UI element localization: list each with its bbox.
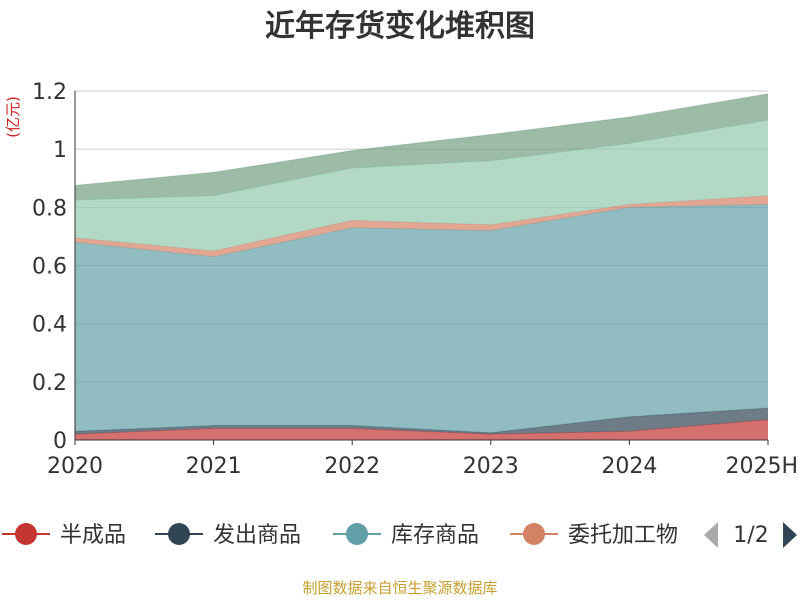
area-series-2: [75, 204, 768, 433]
y-tick-label: 0.2: [32, 371, 67, 396]
area-series-4: [75, 120, 768, 251]
y-tick-label: 0.6: [32, 255, 67, 280]
legend-next-page-icon[interactable]: [783, 522, 797, 548]
x-tick-label: 2023: [463, 454, 519, 479]
legend-prev-page-icon[interactable]: [704, 522, 718, 548]
legend-circle-marker: [523, 523, 545, 545]
legend-item-3[interactable]: 委托加工物: [510, 523, 678, 548]
legend-label: 库存商品: [391, 523, 479, 548]
x-tick-label: 2020: [47, 454, 103, 479]
legend-item-2[interactable]: 库存商品: [333, 523, 479, 548]
legend-circle-marker: [15, 523, 37, 545]
legend-circle-marker: [168, 523, 190, 545]
area-series-1: [75, 408, 768, 435]
y-tick-label: 1.2: [32, 80, 67, 105]
y-tick-label: 1: [53, 138, 67, 163]
legend: 半成品 发出商品 库存商品 委托加工物: [2, 523, 678, 548]
axes: 0 0.2 0.4 0.6 0.8 1 1.2 2020 2021 2022 2023 2024 202…: [32, 80, 798, 479]
legend-label: 委托加工物: [568, 523, 678, 548]
area-series-3: [75, 195, 768, 257]
legend-label: 发出商品: [213, 523, 301, 548]
x-tick-label: 2024: [601, 454, 657, 479]
area-series-0: [75, 419, 768, 440]
stacked-areas: [74, 93, 769, 440]
x-tick-label: 2025H: [725, 454, 798, 479]
legend-item-0[interactable]: 半成品: [2, 523, 126, 548]
data-source-note: 制图数据来自恒生聚源数据库: [302, 579, 497, 597]
x-tick-label: 2022: [324, 454, 380, 479]
area-series-edge-5: [74, 93, 769, 187]
legend-circle-marker: [346, 523, 368, 545]
legend-pager: 1/2: [704, 522, 797, 548]
y-tick-label: 0: [53, 429, 67, 454]
chart-title: 近年存货变化堆积图: [265, 9, 535, 44]
legend-label: 半成品: [60, 523, 126, 548]
y-tick-label: 0.4: [32, 313, 67, 338]
legend-item-1[interactable]: 发出商品: [155, 523, 301, 548]
area-series-5: [75, 93, 768, 201]
legend-page-indicator: 1/2: [733, 523, 768, 548]
x-tick-label: 2021: [186, 454, 242, 479]
y-tick-label: 0.8: [32, 196, 67, 221]
y-axis-unit-label: (亿元): [4, 96, 22, 138]
